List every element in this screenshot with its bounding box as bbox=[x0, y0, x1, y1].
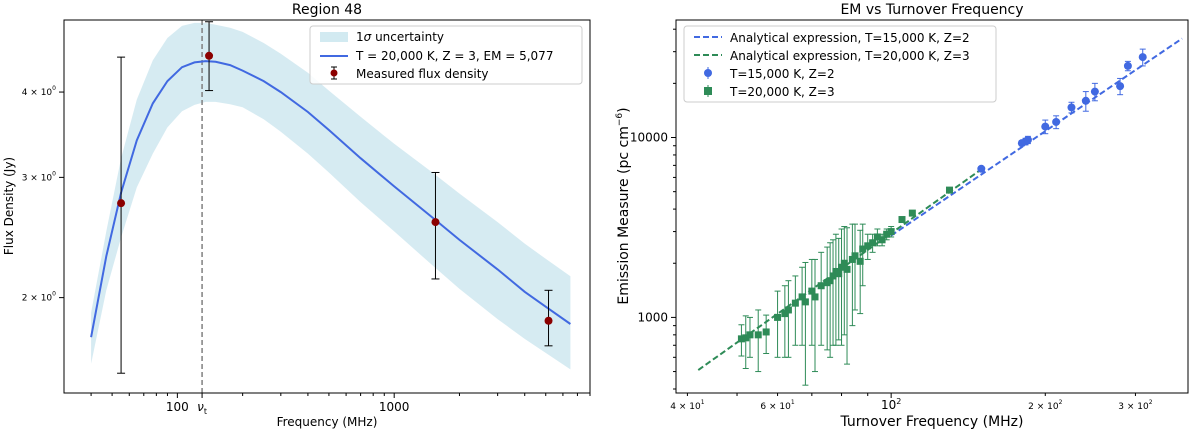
measured-point bbox=[205, 21, 214, 92]
point-marker bbox=[856, 257, 864, 265]
point-marker bbox=[1023, 135, 1032, 144]
legend-model-label: T = 20,000 K, Z = 3, EM = 5,077 bbox=[355, 49, 553, 63]
point-marker bbox=[1052, 117, 1061, 126]
right-y-tick-label: 1000 bbox=[637, 310, 668, 324]
legend-series-20k-marker bbox=[704, 87, 712, 95]
left-plot-frame bbox=[63, 19, 591, 394]
point-marker bbox=[835, 270, 843, 278]
point-marker bbox=[784, 306, 792, 314]
left-chart-title: Region 48 bbox=[292, 2, 362, 18]
point-marker bbox=[883, 230, 891, 238]
point-marker bbox=[826, 277, 834, 285]
point-marker bbox=[977, 164, 986, 173]
left-axes: 100 1000 νt 2 × 100 3 × 100 4 × 100 bbox=[22, 85, 591, 416]
point-marker bbox=[840, 259, 848, 267]
point-marker bbox=[1081, 96, 1090, 105]
left-x-tick-label-turnover: νt bbox=[197, 400, 207, 416]
left-legend: 1σ uncertainty T = 20,000 K, Z = 3, EM =… bbox=[309, 25, 583, 85]
point-marker bbox=[1123, 61, 1132, 70]
point-marker bbox=[737, 335, 745, 343]
point-marker bbox=[791, 299, 799, 307]
point-marker bbox=[1116, 82, 1125, 91]
measured-point bbox=[431, 171, 440, 280]
point-marker bbox=[1067, 103, 1076, 112]
point-marker bbox=[869, 239, 877, 247]
point-marker bbox=[762, 328, 770, 336]
left-y-tick-label: 2 × 100 bbox=[22, 291, 56, 304]
model-curve bbox=[90, 60, 571, 338]
left-x-tick-label: 100 bbox=[166, 400, 189, 414]
point-marker bbox=[873, 233, 881, 241]
series-15k bbox=[977, 48, 1147, 173]
right-plot-content bbox=[697, 37, 1183, 386]
left-x-tick-label: 1000 bbox=[379, 400, 410, 414]
right-legend-box bbox=[683, 25, 997, 103]
point-marker bbox=[774, 313, 782, 321]
point-marker bbox=[859, 245, 867, 253]
right-x-tick-label: 6 × 101 bbox=[760, 399, 794, 412]
left-x-axis-label: Frequency (MHz) bbox=[277, 415, 378, 429]
point-marker bbox=[754, 331, 762, 339]
point-marker bbox=[843, 265, 851, 273]
legend-points-label: Measured flux density bbox=[356, 67, 489, 81]
point-marker bbox=[864, 242, 872, 250]
point-marker bbox=[848, 255, 856, 263]
point-marker bbox=[838, 263, 846, 271]
point-marker bbox=[808, 287, 816, 295]
measured-point bbox=[117, 56, 126, 374]
legend-band-swatch bbox=[320, 32, 348, 42]
right-chart-title: EM vs Turnover Frequency bbox=[840, 2, 1023, 18]
right-x-tick-label: 3 × 102 bbox=[1118, 399, 1152, 412]
legend-line-15k-label: Analytical expression, T=15,000 K, Z=2 bbox=[730, 31, 970, 45]
right-x-tick-label: 102 bbox=[881, 397, 901, 412]
right-legend: Analytical expression, T=15,000 K, Z=2 A… bbox=[683, 25, 997, 103]
series-20k bbox=[737, 186, 953, 386]
right-chart: EM vs Turnover Frequency Turnover Freque… bbox=[615, 2, 1189, 430]
legend-point-marker bbox=[330, 69, 338, 77]
uncertainty-band bbox=[91, 22, 571, 370]
left-y-tick-label: 4 × 100 bbox=[22, 85, 56, 98]
left-legend-box bbox=[309, 25, 583, 85]
left-y-tick-label: 3 × 100 bbox=[22, 170, 56, 183]
point-marker bbox=[811, 293, 819, 301]
right-y-tick-label: 10000 bbox=[630, 131, 668, 145]
point-marker bbox=[887, 228, 895, 236]
legend-series-20k-label: T=20,000 K, Z=3 bbox=[729, 85, 835, 99]
right-axes: 4 × 101 6 × 101 102 2 × 102 3 × 102 1000 10000 bbox=[630, 28, 1153, 412]
point-marker bbox=[1090, 87, 1099, 96]
right-plot-frame bbox=[675, 19, 1189, 394]
point-marker bbox=[746, 331, 754, 339]
right-x-tick-label: 2 × 102 bbox=[1028, 399, 1062, 412]
right-x-tick-label: 4 × 101 bbox=[670, 399, 704, 412]
right-x-axis-label: Turnover Frequency (MHz) bbox=[839, 414, 1023, 430]
measured-marker bbox=[431, 218, 440, 227]
point-marker bbox=[829, 272, 837, 280]
legend-line-20k-label: Analytical expression, T=20,000 K, Z=3 bbox=[730, 49, 970, 63]
measured-marker bbox=[544, 316, 553, 325]
point-marker bbox=[851, 252, 859, 260]
measured-marker bbox=[117, 199, 126, 208]
point-marker bbox=[742, 334, 750, 342]
legend-series-15k-marker bbox=[704, 69, 712, 77]
point-marker bbox=[781, 310, 789, 318]
point-marker bbox=[1138, 53, 1147, 62]
right-y-axis-label: Emission Measure (pc cm−6) bbox=[615, 107, 632, 304]
point-marker bbox=[945, 186, 953, 194]
analytical-line-15k bbox=[890, 37, 1183, 237]
left-y-axis-label: Flux Density (Jy) bbox=[2, 157, 16, 255]
point-marker bbox=[878, 236, 886, 244]
measured-marker bbox=[205, 51, 214, 60]
point-marker bbox=[898, 216, 906, 224]
measured-point bbox=[544, 289, 553, 347]
point-marker bbox=[1041, 122, 1050, 131]
legend-band-label: 1σ uncertainty bbox=[356, 30, 444, 44]
legend-series-15k-label: T=15,000 K, Z=2 bbox=[729, 67, 835, 81]
point-marker bbox=[817, 282, 825, 290]
point-marker bbox=[798, 293, 806, 301]
left-plot-content bbox=[90, 20, 571, 393]
point-marker bbox=[801, 298, 809, 306]
point-marker bbox=[908, 209, 916, 217]
